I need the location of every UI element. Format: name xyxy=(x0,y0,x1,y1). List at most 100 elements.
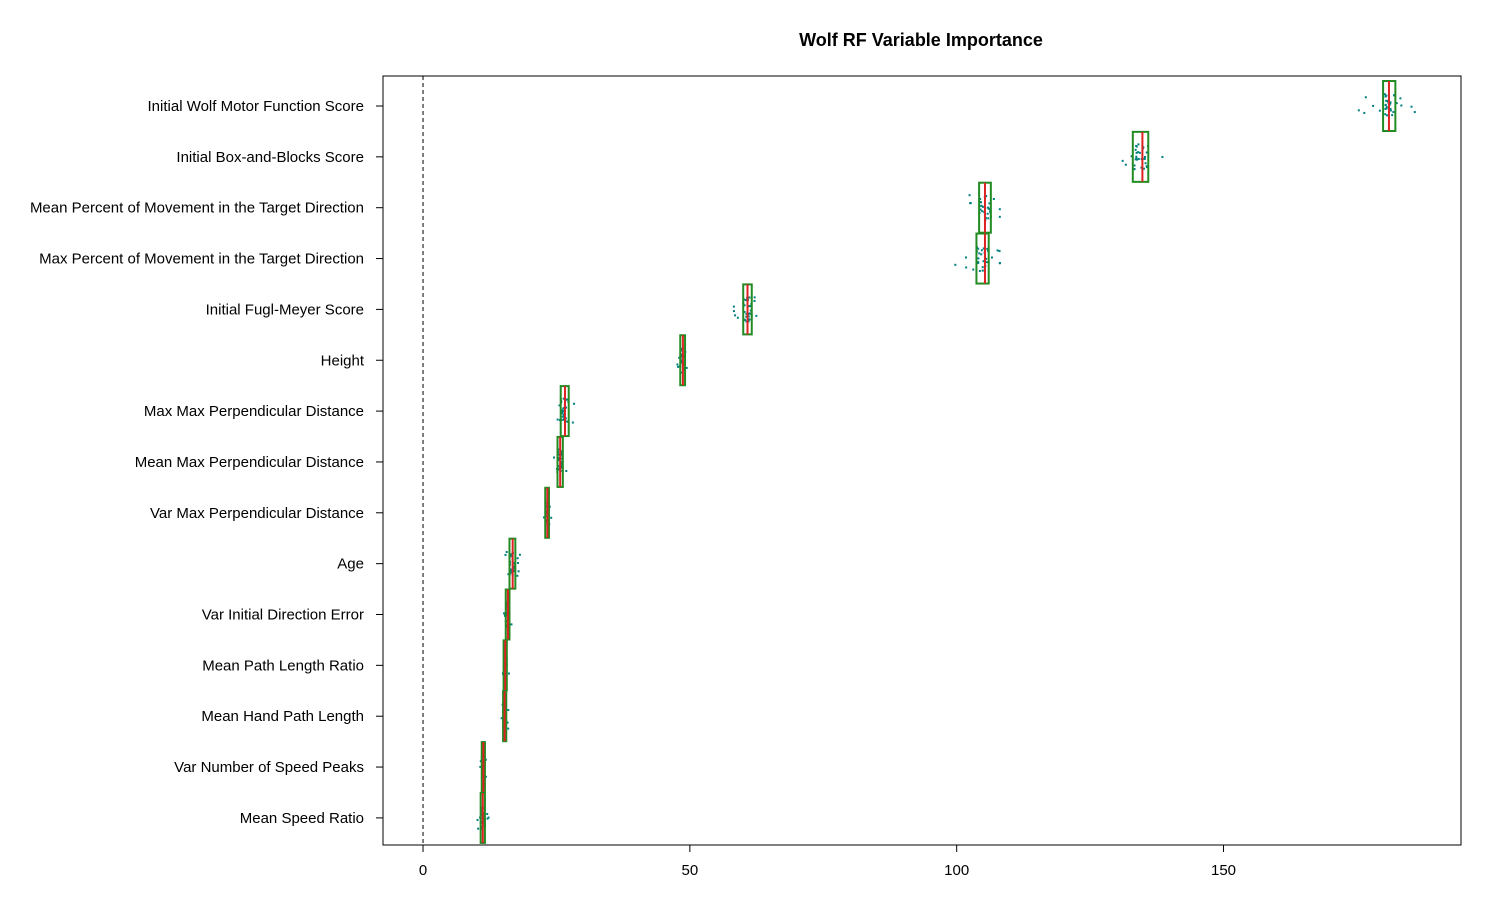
importance-point xyxy=(509,553,512,556)
importance-point xyxy=(954,263,957,266)
importance-point xyxy=(977,261,980,264)
importance-point xyxy=(1130,155,1133,158)
importance-point xyxy=(500,717,503,720)
importance-point xyxy=(986,206,989,209)
importance-point xyxy=(507,573,510,576)
box-group xyxy=(1121,130,1164,183)
importance-point xyxy=(682,362,685,365)
importance-point xyxy=(1363,111,1366,114)
importance-point xyxy=(510,623,513,626)
importance-point xyxy=(507,727,510,730)
importance-point xyxy=(509,555,512,558)
box-group xyxy=(476,791,490,844)
y-tick-label: Var Initial Direction Error xyxy=(202,607,364,624)
importance-point xyxy=(753,300,756,303)
importance-point xyxy=(513,569,516,572)
importance-point xyxy=(1384,95,1387,98)
importance-point xyxy=(745,312,748,315)
importance-point xyxy=(1389,101,1392,104)
importance-point xyxy=(992,198,995,201)
importance-point xyxy=(507,672,510,675)
importance-point xyxy=(1135,155,1138,158)
importance-point xyxy=(1121,159,1124,162)
importance-point xyxy=(1133,164,1136,167)
importance-point xyxy=(734,314,737,317)
importance-point xyxy=(505,551,508,554)
importance-point xyxy=(677,365,680,368)
importance-point xyxy=(1161,155,1164,158)
importance-point xyxy=(1384,103,1387,106)
x-tick-label: 50 xyxy=(682,862,699,879)
importance-point xyxy=(1410,105,1413,108)
importance-point xyxy=(680,359,683,362)
importance-point xyxy=(979,200,982,203)
importance-point xyxy=(987,207,990,210)
importance-point xyxy=(557,457,560,460)
importance-point xyxy=(1393,94,1396,97)
importance-point xyxy=(506,721,509,724)
importance-point xyxy=(978,252,981,255)
box-group xyxy=(1357,80,1416,132)
importance-point xyxy=(1364,96,1367,99)
importance-point xyxy=(1143,157,1146,160)
y-tick-label: Var Number of Speed Peaks xyxy=(174,759,364,776)
importance-point xyxy=(748,296,751,299)
iqr-box xyxy=(1131,130,1150,183)
box-group xyxy=(479,741,487,794)
y-tick-label: Initial Fugl-Meyer Score xyxy=(206,301,364,318)
y-tick-label: Initial Box-and-Blocks Score xyxy=(176,149,364,166)
importance-point xyxy=(566,398,569,401)
importance-point xyxy=(743,310,746,313)
importance-point xyxy=(980,249,983,252)
importance-point xyxy=(732,305,735,308)
importance-point xyxy=(560,418,563,421)
iqr-box xyxy=(975,232,990,285)
importance-point xyxy=(479,765,482,768)
importance-point xyxy=(1134,158,1137,161)
chart-title: Wolf RF Variable Importance xyxy=(799,30,1043,50)
importance-point xyxy=(998,215,1001,218)
importance-point xyxy=(487,816,490,819)
importance-point xyxy=(985,257,988,260)
importance-point xyxy=(980,253,983,256)
x-tick-label: 150 xyxy=(1211,862,1236,879)
importance-point xyxy=(516,574,519,577)
importance-point xyxy=(732,310,735,313)
importance-point xyxy=(510,570,513,573)
importance-point xyxy=(558,404,561,407)
importance-point xyxy=(981,266,984,269)
box-group xyxy=(556,385,576,438)
importance-point xyxy=(477,827,480,830)
importance-point xyxy=(486,817,489,820)
importance-point xyxy=(561,409,564,412)
importance-point xyxy=(1145,151,1148,154)
importance-point xyxy=(1384,107,1387,110)
importance-point xyxy=(1135,151,1138,154)
importance-point xyxy=(977,257,980,260)
box-group xyxy=(504,537,521,590)
importance-point xyxy=(557,448,560,451)
y-tick-label: Max Max Perpendicular Distance xyxy=(144,403,364,420)
importance-point xyxy=(755,314,758,317)
importance-point xyxy=(562,407,565,410)
importance-point xyxy=(1143,156,1146,159)
importance-point xyxy=(743,318,746,321)
x-tick-label: 0 xyxy=(419,862,427,879)
importance-point xyxy=(1378,109,1381,112)
importance-point xyxy=(680,360,683,363)
importance-point xyxy=(509,568,512,571)
importance-point xyxy=(562,418,565,421)
importance-point xyxy=(986,247,989,250)
box-group xyxy=(676,334,688,387)
y-tick-label: Mean Max Perpendicular Distance xyxy=(135,454,364,471)
importance-point xyxy=(979,208,982,211)
importance-point xyxy=(965,266,968,269)
importance-point xyxy=(985,195,988,198)
plot-frame xyxy=(382,75,1462,846)
importance-point xyxy=(1385,107,1388,110)
importance-point xyxy=(562,397,565,400)
importance-point xyxy=(1140,166,1143,169)
y-tick-label: Mean Path Length Ratio xyxy=(202,657,364,674)
importance-point xyxy=(565,469,568,472)
importance-point xyxy=(1124,163,1127,166)
